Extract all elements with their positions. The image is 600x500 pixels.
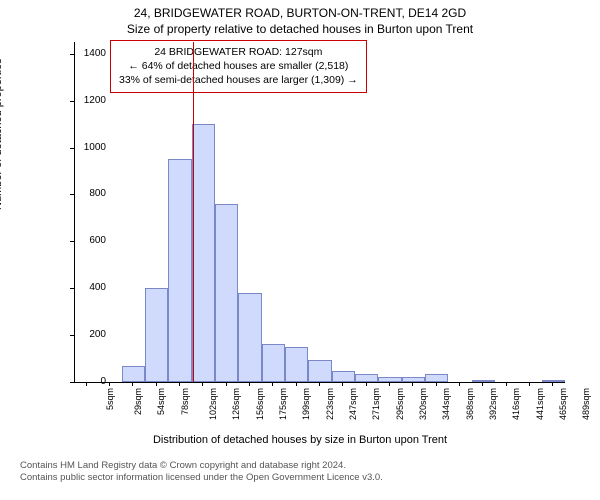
plot-area <box>74 42 565 383</box>
x-tick-label: 247sqm <box>348 388 358 420</box>
histogram-bar <box>238 293 261 382</box>
histogram-bar <box>215 204 238 382</box>
x-tick-mark <box>342 382 343 386</box>
chart-container: 24, BRIDGEWATER ROAD, BURTON-ON-TRENT, D… <box>0 0 600 500</box>
x-tick-mark <box>272 382 273 386</box>
y-tick-label: 400 <box>76 282 106 293</box>
x-tick-mark <box>226 382 227 386</box>
y-tick-label: 0 <box>76 376 106 387</box>
y-tick-label: 1200 <box>76 95 106 106</box>
x-tick-mark <box>389 382 390 386</box>
histogram-bar <box>355 374 378 382</box>
y-tick-mark <box>70 241 74 242</box>
y-tick-label: 1000 <box>76 142 106 153</box>
x-tick-label: 102sqm <box>208 388 218 420</box>
histogram-bar <box>168 159 191 382</box>
y-tick-label: 1400 <box>76 48 106 59</box>
x-tick-label: 392sqm <box>488 388 498 420</box>
x-tick-label: 295sqm <box>395 388 405 420</box>
x-tick-mark <box>202 382 203 386</box>
x-tick-mark <box>132 382 133 386</box>
histogram-bar <box>425 374 448 382</box>
histogram-bar <box>332 371 355 382</box>
x-tick-mark <box>436 382 437 386</box>
x-tick-mark <box>459 382 460 386</box>
y-axis-label: Number of detached properties <box>0 58 4 210</box>
x-tick-mark <box>412 382 413 386</box>
x-tick-mark <box>249 382 250 386</box>
x-tick-mark <box>552 382 553 386</box>
x-tick-label: 78sqm <box>180 388 190 415</box>
x-tick-mark <box>482 382 483 386</box>
x-tick-mark <box>86 382 87 386</box>
x-tick-label: 441sqm <box>535 388 545 420</box>
y-tick-mark <box>70 148 74 149</box>
x-tick-label: 54sqm <box>156 388 166 415</box>
x-tick-mark <box>506 382 507 386</box>
y-tick-mark <box>70 382 74 383</box>
x-tick-label: 199sqm <box>301 388 311 420</box>
x-tick-label: 320sqm <box>418 388 428 420</box>
x-tick-label: 5sqm <box>105 388 115 410</box>
x-tick-mark <box>156 382 157 386</box>
x-tick-mark <box>179 382 180 386</box>
y-tick-mark <box>70 288 74 289</box>
x-tick-label: 271sqm <box>371 388 381 420</box>
chart-title-address: 24, BRIDGEWATER ROAD, BURTON-ON-TRENT, D… <box>0 6 600 20</box>
attrib-line2: Contains public sector information licen… <box>20 472 580 484</box>
x-tick-mark <box>366 382 367 386</box>
x-tick-mark <box>109 382 110 386</box>
x-tick-label: 416sqm <box>511 388 521 420</box>
x-tick-label: 465sqm <box>558 388 568 420</box>
x-tick-label: 344sqm <box>441 388 451 420</box>
attribution: Contains HM Land Registry data © Crown c… <box>20 460 580 485</box>
x-tick-mark <box>296 382 297 386</box>
x-tick-label: 126sqm <box>231 388 241 420</box>
x-axis-label: Distribution of detached houses by size … <box>0 434 600 446</box>
x-tick-mark <box>529 382 530 386</box>
y-tick-mark <box>70 335 74 336</box>
y-tick-mark <box>70 54 74 55</box>
chart-subtitle: Size of property relative to detached ho… <box>0 22 600 36</box>
x-tick-mark <box>319 382 320 386</box>
x-tick-label: 175sqm <box>278 388 288 420</box>
histogram-bar <box>262 344 285 382</box>
y-tick-label: 600 <box>76 235 106 246</box>
x-tick-label: 368sqm <box>465 388 475 420</box>
x-tick-label: 29sqm <box>133 388 143 415</box>
x-tick-label: 489sqm <box>581 388 591 420</box>
x-tick-label: 223sqm <box>325 388 335 420</box>
attrib-line1: Contains HM Land Registry data © Crown c… <box>20 460 580 472</box>
y-tick-mark <box>70 101 74 102</box>
histogram-bar <box>122 366 145 382</box>
marker-line <box>193 42 194 382</box>
histogram-bar <box>192 124 215 382</box>
histogram-bar <box>285 347 308 382</box>
histogram-bar <box>145 288 168 382</box>
histogram-bar <box>308 360 331 382</box>
y-tick-mark <box>70 194 74 195</box>
x-tick-label: 156sqm <box>255 388 265 420</box>
y-tick-label: 800 <box>76 188 106 199</box>
y-tick-label: 200 <box>76 329 106 340</box>
